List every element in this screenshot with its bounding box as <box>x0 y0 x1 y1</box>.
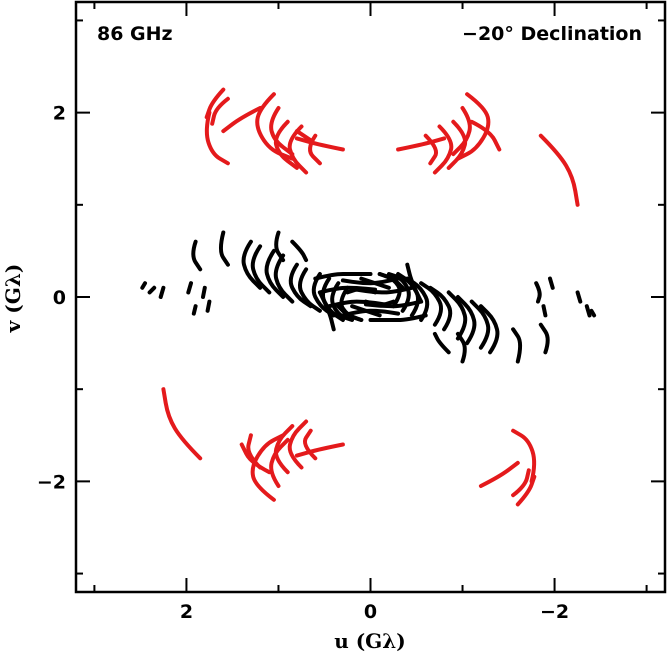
uv-track <box>302 428 318 461</box>
uv-track <box>428 285 453 332</box>
uv-track <box>161 387 203 461</box>
uv-track <box>534 281 542 304</box>
uv-track <box>297 267 322 313</box>
uv-track <box>340 276 401 286</box>
uv-track <box>589 308 597 318</box>
uv-track <box>432 124 454 175</box>
uv-track <box>241 239 263 290</box>
uv-track <box>287 419 309 470</box>
uv-track <box>363 299 424 309</box>
uv-track <box>221 106 263 134</box>
uv-track <box>478 460 520 488</box>
uv-track <box>288 262 313 309</box>
uv-track <box>204 87 226 120</box>
uv-track <box>294 442 345 458</box>
uv-track <box>147 285 157 295</box>
uv-track <box>210 96 230 126</box>
y-tick-label: 0 <box>53 287 66 309</box>
uv-track <box>317 290 336 332</box>
uv-track <box>311 272 336 318</box>
plot-frame <box>74 0 667 594</box>
uv-track <box>273 253 295 304</box>
uv-track <box>575 290 583 304</box>
uv-track <box>201 285 207 299</box>
uv-track <box>264 248 286 299</box>
uv-track <box>511 327 523 364</box>
uv-track <box>548 276 555 290</box>
uv-track <box>396 136 447 152</box>
x-tick-label: 0 <box>364 601 377 623</box>
uv-track <box>218 230 230 267</box>
uv-track <box>405 276 430 322</box>
uv-track <box>511 468 531 498</box>
uv-track <box>191 239 203 272</box>
uv-track <box>584 304 592 318</box>
x-tick-label: −2 <box>540 601 569 623</box>
uv-track <box>294 129 313 143</box>
uv-track <box>455 331 467 364</box>
uv-track <box>250 244 272 295</box>
frequency-label: 86 GHz <box>97 23 173 45</box>
uv-tracks <box>140 87 597 507</box>
uv-track <box>273 119 299 170</box>
uv-track <box>336 304 364 322</box>
x-tick-label: 2 <box>180 601 193 623</box>
uv-track <box>451 106 472 157</box>
uv-track <box>432 331 451 355</box>
uv-track <box>269 106 295 157</box>
uv-track <box>511 428 537 484</box>
uv-track <box>405 262 424 304</box>
uv-track <box>205 299 212 313</box>
uv-track <box>204 110 230 166</box>
uv-track <box>538 322 550 355</box>
uv-track <box>191 304 198 316</box>
uv-track <box>455 295 477 346</box>
uv-track <box>269 437 290 488</box>
uv-track <box>290 239 309 263</box>
declination-label: −20° Declination <box>462 23 642 45</box>
uv-track <box>246 433 263 470</box>
uv-track <box>140 281 147 290</box>
y-tick-label: −2 <box>37 471 66 493</box>
uv-track <box>446 290 468 341</box>
uv-track <box>250 433 286 502</box>
axis-labels: 86 GHz −20° Declination u (Gλ) v (Gλ) <box>1 23 642 653</box>
uv-track <box>423 133 439 166</box>
uv-track <box>350 304 382 318</box>
uv-track <box>294 136 345 152</box>
y-tick-label: 2 <box>53 103 66 125</box>
uv-track <box>478 304 500 355</box>
axis-ticks: 2 0 −2 2 0 −2 <box>37 2 665 623</box>
uv-track <box>313 272 373 281</box>
uv-track <box>455 92 491 161</box>
uv-track <box>377 272 402 309</box>
y-axis-label: v (Gλ) <box>1 264 25 334</box>
uv-track <box>255 92 295 161</box>
uv-track <box>308 133 322 166</box>
uv-track <box>469 119 502 152</box>
uv-track <box>287 124 309 175</box>
uv-track <box>541 304 548 318</box>
uv-track <box>274 230 286 263</box>
uv-track <box>538 133 580 207</box>
x-axis-label: u (Gλ) <box>334 629 406 653</box>
uv-track <box>419 281 444 327</box>
uv-track <box>368 313 428 323</box>
uv-track <box>345 287 378 295</box>
uv-track <box>469 299 491 350</box>
uv-track <box>158 285 166 299</box>
uv-track <box>186 281 193 295</box>
uv-track <box>515 474 537 507</box>
